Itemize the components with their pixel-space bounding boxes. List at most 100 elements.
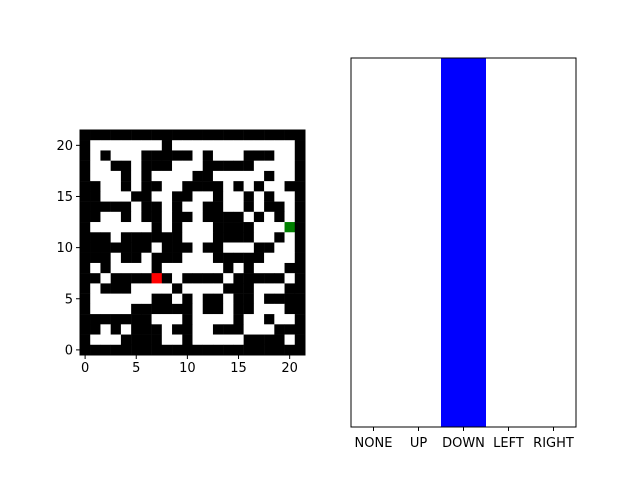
free-cell bbox=[253, 140, 265, 151]
free-cell bbox=[141, 252, 152, 264]
free-cell bbox=[274, 314, 285, 325]
maze-panel: 0 5 10 15 20 20 15 10 5 0 bbox=[56, 129, 306, 376]
free-cell bbox=[172, 334, 183, 346]
wall-cell bbox=[223, 252, 234, 264]
free-cell bbox=[100, 273, 111, 284]
wall-cell bbox=[80, 201, 91, 213]
wall-cell bbox=[264, 191, 275, 202]
free-cell bbox=[192, 314, 203, 325]
wall-cell bbox=[141, 191, 152, 202]
action-panel: NONE UP DOWN LEFT RIGHT bbox=[350, 57, 577, 451]
free-cell bbox=[253, 191, 265, 202]
wall-cell bbox=[100, 252, 111, 264]
free-cell bbox=[131, 211, 142, 223]
wall-cell bbox=[253, 181, 265, 192]
y-tick-label: 5 bbox=[65, 292, 73, 307]
free-cell bbox=[100, 160, 111, 172]
wall-cell bbox=[151, 334, 163, 346]
wall-cell bbox=[253, 242, 265, 253]
wall-cell bbox=[212, 344, 224, 356]
free-cell bbox=[120, 303, 132, 315]
wall-cell bbox=[294, 181, 306, 192]
wall-cell bbox=[100, 262, 111, 274]
free-cell bbox=[284, 334, 296, 346]
wall-cell bbox=[264, 314, 275, 325]
wall-cell bbox=[172, 201, 183, 213]
free-cell bbox=[172, 140, 183, 151]
wall-cell bbox=[294, 293, 306, 305]
wall-cell bbox=[80, 273, 91, 284]
wall-cell bbox=[223, 222, 234, 233]
free-cell bbox=[161, 170, 173, 182]
wall-cell bbox=[223, 232, 234, 243]
wall-cell bbox=[202, 181, 214, 192]
maze-y-axis: 20 15 10 5 0 bbox=[56, 139, 80, 358]
wall-cell bbox=[294, 262, 306, 274]
wall-cell bbox=[223, 160, 234, 172]
free-cell bbox=[131, 160, 142, 172]
wall-cell bbox=[80, 140, 91, 151]
wall-cell bbox=[182, 293, 193, 305]
free-cell bbox=[284, 273, 296, 284]
wall-cell bbox=[151, 150, 163, 161]
wall-cell bbox=[253, 273, 265, 284]
free-cell bbox=[100, 324, 111, 335]
wall-cell bbox=[80, 252, 91, 264]
wall-cell bbox=[182, 191, 193, 202]
wall-cell bbox=[110, 344, 122, 356]
wall-cell bbox=[131, 252, 142, 264]
free-cell bbox=[161, 222, 173, 233]
free-cell bbox=[161, 211, 173, 223]
x-tick-label: 5 bbox=[132, 361, 140, 376]
free-cell bbox=[131, 140, 142, 151]
wall-cell bbox=[110, 160, 122, 172]
wall-cell bbox=[202, 293, 214, 305]
wall-cell bbox=[110, 283, 122, 294]
wall-cell bbox=[172, 232, 183, 243]
wall-cell bbox=[264, 130, 275, 141]
wall-cell bbox=[243, 334, 255, 346]
wall-cell bbox=[120, 130, 132, 141]
free-cell bbox=[172, 181, 183, 192]
free-cell bbox=[264, 181, 275, 192]
free-cell bbox=[223, 181, 234, 192]
wall-cell bbox=[151, 160, 163, 172]
free-cell bbox=[100, 293, 111, 305]
wall-cell bbox=[274, 201, 285, 213]
wall-cell bbox=[212, 211, 224, 223]
wall-cell bbox=[141, 150, 152, 161]
free-cell bbox=[90, 303, 101, 315]
wall-cell bbox=[172, 242, 183, 253]
free-cell bbox=[182, 201, 193, 213]
wall-cell bbox=[223, 211, 234, 223]
maze-x-axis: 0 5 10 15 20 bbox=[81, 355, 298, 376]
wall-cell bbox=[80, 314, 91, 325]
free-cell bbox=[110, 140, 122, 151]
free-cell bbox=[90, 293, 101, 305]
wall-cell bbox=[90, 201, 101, 213]
wall-cell bbox=[110, 201, 122, 213]
wall-cell bbox=[212, 324, 224, 335]
wall-cell bbox=[202, 242, 214, 253]
wall-cell bbox=[212, 160, 224, 172]
wall-cell bbox=[284, 303, 296, 315]
free-cell bbox=[223, 314, 234, 325]
wall-cell bbox=[233, 273, 244, 284]
wall-cell bbox=[233, 181, 244, 192]
free-cell bbox=[120, 140, 132, 151]
wall-cell bbox=[264, 242, 275, 253]
wall-cell bbox=[294, 242, 306, 253]
free-cell bbox=[90, 334, 101, 346]
wall-cell bbox=[151, 303, 163, 315]
free-cell bbox=[90, 222, 101, 233]
free-cell bbox=[151, 170, 163, 182]
free-cell bbox=[243, 181, 255, 192]
free-cell bbox=[233, 191, 244, 202]
wall-cell bbox=[202, 211, 214, 223]
wall-cell bbox=[294, 140, 306, 151]
wall-cell bbox=[120, 160, 132, 172]
free-cell bbox=[202, 324, 214, 335]
free-cell bbox=[151, 140, 163, 151]
wall-cell bbox=[243, 273, 255, 284]
free-cell bbox=[192, 262, 203, 274]
